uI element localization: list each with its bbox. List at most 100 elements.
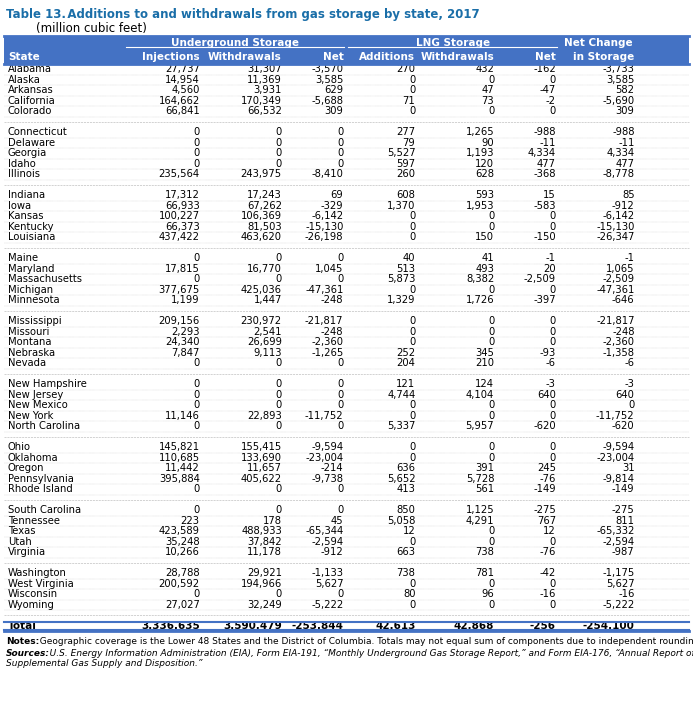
Text: -2,509: -2,509 — [524, 274, 556, 285]
Text: 41: 41 — [482, 253, 494, 264]
Text: 1,329: 1,329 — [387, 295, 415, 305]
Text: 40: 40 — [403, 253, 415, 264]
Text: 0: 0 — [488, 400, 494, 410]
Text: in Storage: in Storage — [573, 52, 635, 62]
Text: 11,146: 11,146 — [165, 411, 200, 421]
Text: 477: 477 — [537, 159, 556, 168]
Text: 0: 0 — [337, 159, 344, 168]
Text: Louisiana: Louisiana — [8, 232, 55, 242]
Text: California: California — [8, 96, 55, 106]
Text: 15: 15 — [543, 190, 556, 200]
Text: 96: 96 — [482, 590, 494, 599]
Text: 0: 0 — [550, 400, 556, 410]
Text: 0: 0 — [550, 106, 556, 116]
Text: -5,688: -5,688 — [311, 96, 344, 106]
Text: 0: 0 — [337, 253, 344, 264]
Text: 0: 0 — [409, 338, 415, 347]
Text: 0: 0 — [550, 442, 556, 452]
Text: -26,347: -26,347 — [596, 232, 635, 242]
Text: 0: 0 — [193, 138, 200, 148]
Text: -93: -93 — [540, 348, 556, 358]
Text: 0: 0 — [409, 317, 415, 326]
Text: -149: -149 — [533, 484, 556, 494]
Text: Idaho: Idaho — [8, 159, 36, 168]
Text: Virginia: Virginia — [8, 547, 46, 558]
Text: 0: 0 — [193, 148, 200, 158]
Text: 3,931: 3,931 — [254, 85, 282, 95]
Text: 5,728: 5,728 — [466, 474, 494, 484]
Text: -248: -248 — [612, 327, 635, 337]
Text: 230,972: 230,972 — [240, 317, 282, 326]
Text: -76: -76 — [539, 474, 556, 484]
Text: -397: -397 — [533, 295, 556, 305]
Text: 145,821: 145,821 — [159, 442, 200, 452]
Text: 636: 636 — [396, 463, 415, 473]
Text: Additions to and withdrawals from gas storage by state, 2017: Additions to and withdrawals from gas st… — [55, 8, 480, 21]
Text: South Carolina: South Carolina — [8, 505, 81, 515]
Text: 45: 45 — [331, 515, 344, 526]
Text: Underground Storage: Underground Storage — [171, 38, 299, 48]
Text: Arkansas: Arkansas — [8, 85, 54, 95]
Text: Maine: Maine — [8, 253, 38, 264]
Text: 0: 0 — [337, 421, 344, 431]
Text: 0: 0 — [550, 579, 556, 589]
Text: 27,027: 27,027 — [165, 600, 200, 610]
Text: 423,589: 423,589 — [159, 526, 200, 537]
Bar — [4, 36, 689, 50]
Text: 100,227: 100,227 — [159, 211, 200, 221]
Text: -47,361: -47,361 — [596, 285, 635, 295]
Text: 66,841: 66,841 — [165, 106, 200, 116]
Text: -275: -275 — [612, 505, 635, 515]
Text: -21,817: -21,817 — [305, 317, 344, 326]
Text: -26,198: -26,198 — [305, 232, 344, 242]
Text: -1,358: -1,358 — [603, 348, 635, 358]
Text: 0: 0 — [488, 221, 494, 232]
Text: 200,592: 200,592 — [159, 579, 200, 589]
Text: Pennsylvania: Pennsylvania — [8, 474, 74, 484]
Text: -9,594: -9,594 — [311, 442, 344, 452]
Text: -912: -912 — [321, 547, 344, 558]
Text: 0: 0 — [193, 400, 200, 410]
Text: -6,142: -6,142 — [602, 211, 635, 221]
Text: 22,893: 22,893 — [247, 411, 282, 421]
Text: Supplemental Gas Supply and Disposition.”: Supplemental Gas Supply and Disposition.… — [6, 659, 202, 668]
Text: -65,344: -65,344 — [305, 526, 344, 537]
Text: 1,447: 1,447 — [254, 295, 282, 305]
Text: 0: 0 — [276, 253, 282, 264]
Text: 0: 0 — [550, 75, 556, 85]
Text: Minnesota: Minnesota — [8, 295, 60, 305]
Text: -16: -16 — [539, 590, 556, 599]
Text: 0: 0 — [337, 148, 344, 158]
Text: Kansas: Kansas — [8, 211, 44, 221]
Text: 738: 738 — [396, 568, 415, 578]
Text: Missouri: Missouri — [8, 327, 49, 337]
Text: Michigan: Michigan — [8, 285, 53, 295]
Text: 0: 0 — [409, 221, 415, 232]
Text: 0: 0 — [488, 411, 494, 421]
Text: 0: 0 — [276, 358, 282, 368]
Text: Montana: Montana — [8, 338, 51, 347]
Text: -3,570: -3,570 — [311, 64, 344, 74]
Text: -256: -256 — [530, 621, 556, 631]
Text: -620: -620 — [612, 421, 635, 431]
Text: -65,332: -65,332 — [596, 526, 635, 537]
Text: 5,337: 5,337 — [387, 421, 415, 431]
Text: 150: 150 — [475, 232, 494, 242]
Text: 178: 178 — [263, 515, 282, 526]
Text: 0: 0 — [550, 317, 556, 326]
Text: 0: 0 — [409, 442, 415, 452]
Text: 0: 0 — [550, 221, 556, 232]
Text: 640: 640 — [537, 390, 556, 400]
Text: 124: 124 — [475, 379, 494, 389]
Text: 0: 0 — [488, 338, 494, 347]
Text: U.S. Energy Information Administration (EIA), Form EIA-191, “Monthly Underground: U.S. Energy Information Administration (… — [41, 649, 693, 658]
Text: 5,873: 5,873 — [387, 274, 415, 285]
Text: 277: 277 — [396, 127, 415, 137]
Text: LNG Storage: LNG Storage — [416, 38, 490, 48]
Text: 37,842: 37,842 — [247, 537, 282, 547]
Text: 628: 628 — [475, 169, 494, 179]
Text: 67,262: 67,262 — [247, 201, 282, 211]
Text: 26,699: 26,699 — [247, 338, 282, 347]
Bar — [4, 50, 689, 64]
Text: Total: Total — [8, 621, 37, 631]
